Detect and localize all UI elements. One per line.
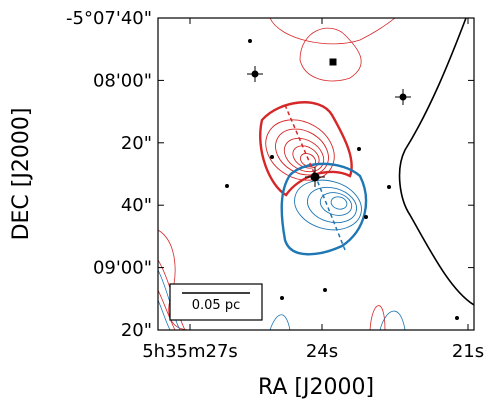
- x-tick-label: 5h35m27s: [142, 341, 238, 362]
- y-axis-label: DEC [J2000]: [9, 108, 34, 241]
- y-tick-label: -5°07'40": [66, 8, 152, 29]
- contours: [158, 18, 474, 330]
- y-tick-label: 40": [121, 195, 152, 216]
- plot-frame: [157, 17, 475, 331]
- y-tick-label: 20": [121, 320, 152, 341]
- x-axis-label: RA [J2000]: [258, 375, 374, 400]
- x-tick-label: 24s: [306, 341, 338, 362]
- y-tick-label: 09'00": [93, 258, 152, 279]
- scalebar-label: 0.05 pc: [192, 298, 240, 313]
- y-tick-label: 20": [121, 133, 152, 154]
- x-tick-label: 21s: [452, 341, 484, 362]
- scalebar-box: [169, 283, 263, 321]
- y-tick-label: 08'00": [93, 70, 152, 91]
- stars: [225, 39, 459, 320]
